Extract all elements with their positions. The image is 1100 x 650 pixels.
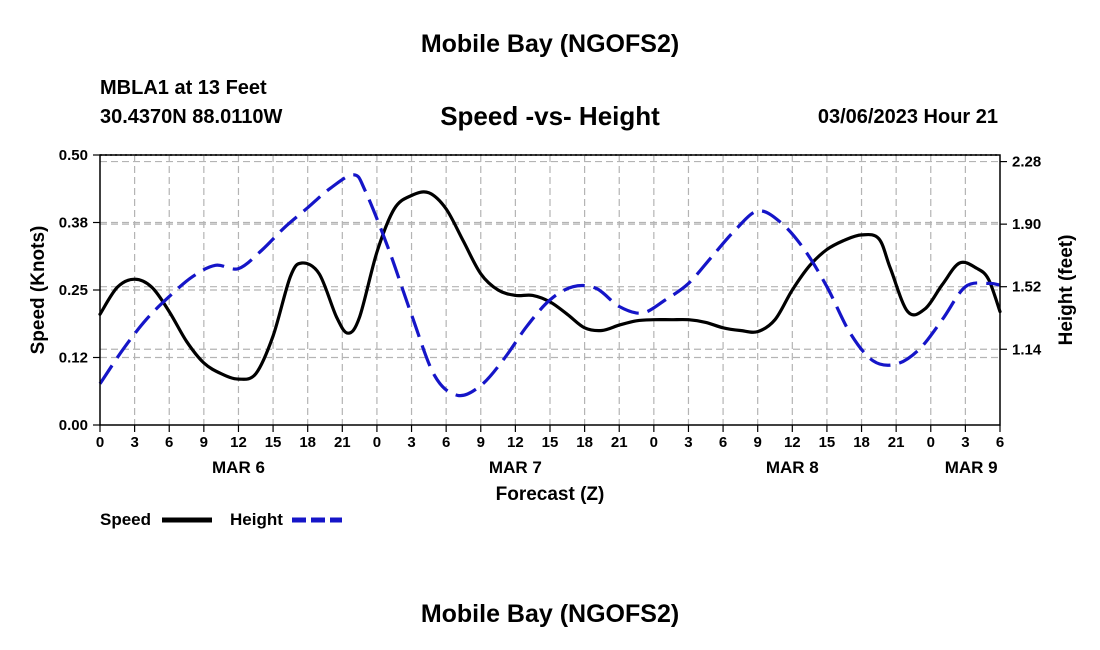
- x-tick-label: 15: [819, 434, 836, 451]
- chart-title: Mobile Bay (NGOFS2): [420, 30, 680, 58]
- axes: 0 3 6 9 12 15 18 21 0 3 6 9 12 15 18 21 0 3 6 9 12 15 18 21 0 3 6 M…: [59, 147, 1042, 477]
- y-tick-label-right: 1.90: [1012, 216, 1041, 233]
- x-day-label: MAR 6: [212, 458, 265, 477]
- x-tick-label: 0: [650, 434, 658, 451]
- x-tick-label: 9: [200, 434, 208, 451]
- x-tick-label: 18: [576, 434, 593, 451]
- x-tick-label: 6: [719, 434, 727, 451]
- x-day-label: MAR 8: [766, 458, 819, 477]
- y-axis-label: Speed (Knots): [28, 226, 49, 355]
- series-line-height: [98, 173, 1001, 398]
- x-tick-label: 6: [996, 434, 1004, 451]
- legend-label-speed: Speed: [100, 510, 151, 529]
- y-tick-label: 0.38: [59, 215, 88, 232]
- series-layer: [98, 173, 1002, 398]
- x-tick-label: 3: [684, 434, 692, 451]
- forecast-datetime: 03/06/2023 Hour 21: [817, 106, 998, 128]
- station-label: MBLA1 at 13 Feet: [100, 77, 267, 99]
- x-tick-label: 0: [373, 434, 381, 451]
- y-tick-label: 0.00: [59, 417, 88, 434]
- x-tick-label: 6: [165, 434, 173, 451]
- x-axis-label: Forecast (Z): [496, 484, 605, 505]
- x-tick-label: 12: [507, 434, 524, 451]
- x-tick-label: 3: [961, 434, 969, 451]
- footer-title: Mobile Bay (NGOFS2): [420, 600, 680, 628]
- x-tick-label: 9: [754, 434, 762, 451]
- y-tick-label: 0.12: [59, 350, 88, 367]
- x-tick-label: 21: [334, 434, 351, 451]
- x-tick-label: 21: [888, 434, 905, 451]
- y-axis-label-right: Height (feet): [1056, 235, 1077, 346]
- x-tick-label: 18: [299, 434, 316, 451]
- x-tick-label: 18: [853, 434, 870, 451]
- x-tick-label: 21: [611, 434, 628, 451]
- x-tick-label: 15: [542, 434, 559, 451]
- legend: Speed Height: [100, 510, 342, 529]
- x-day-label: MAR 9: [945, 458, 998, 477]
- x-tick-label: 3: [407, 434, 415, 451]
- y-tick-label-right: 2.28: [1012, 154, 1041, 171]
- x-tick-label: 15: [265, 434, 282, 451]
- x-day-label: MAR 7: [489, 458, 542, 477]
- x-tick-label: 6: [442, 434, 450, 451]
- station-coordinates: 30.4370N 88.0110W: [100, 106, 283, 128]
- x-tick-label: 0: [927, 434, 935, 451]
- x-tick-label: 9: [477, 434, 485, 451]
- x-tick-label: 12: [230, 434, 247, 451]
- subtitle-text: Speed -vs- Height: [440, 101, 660, 131]
- x-tick-label: 0: [96, 434, 104, 451]
- x-tick-label: 3: [130, 434, 138, 451]
- y-tick-label: 0.50: [59, 147, 88, 164]
- x-tick-label: 12: [784, 434, 801, 451]
- chart-subtitle: Speed -vs- Height: [0, 101, 1100, 132]
- y-tick-label-right: 1.14: [1012, 341, 1042, 358]
- grid: [100, 154, 1000, 425]
- y-tick-label: 0.25: [59, 282, 88, 299]
- y-tick-label-right: 1.52: [1012, 279, 1041, 296]
- legend-label-height: Height: [230, 510, 283, 529]
